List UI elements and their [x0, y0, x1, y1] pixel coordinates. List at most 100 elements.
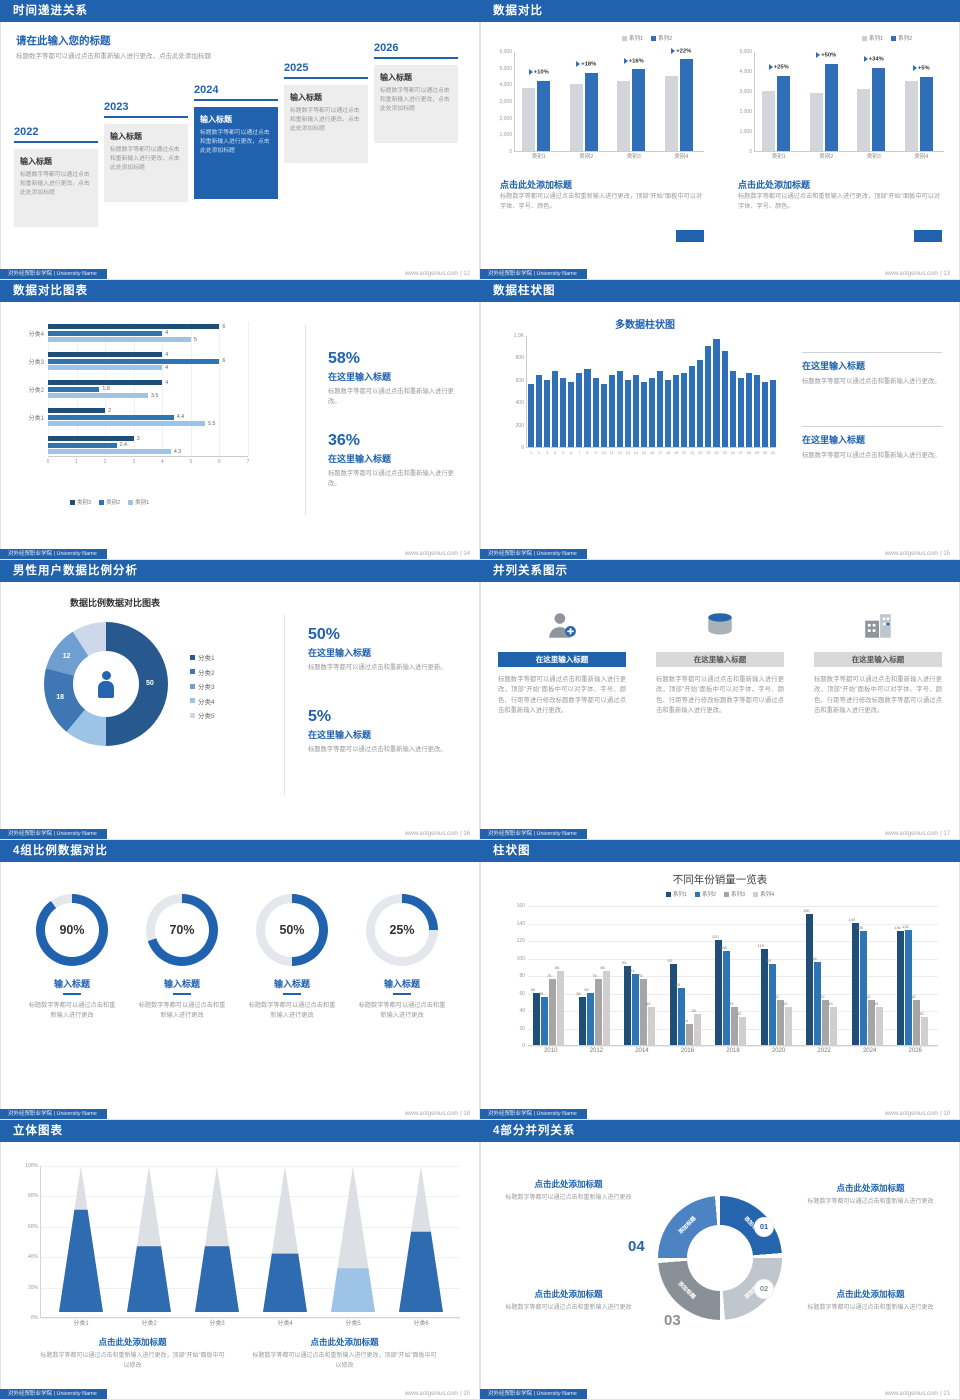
bar — [541, 996, 548, 1045]
legend-item: 系列1 — [862, 34, 883, 42]
value-label: 55 — [576, 990, 581, 996]
slide-title: 数据对比图表 — [0, 280, 480, 302]
x-label: 2014 — [635, 1048, 649, 1054]
value-label: 43 — [645, 1001, 651, 1007]
legend-label: 系列1 — [672, 892, 687, 898]
stat-block: 58% 在这里输入标题 标题数字等都可以通过点击和重新输入进行更改。 — [328, 350, 463, 407]
x-tick: 5 — [189, 459, 193, 465]
gauge-rule — [63, 993, 81, 995]
value-label: 43 — [873, 1001, 879, 1007]
bar — [705, 346, 712, 447]
x-label: 2018 — [726, 1048, 740, 1054]
y-tick: 100% — [25, 1163, 38, 1169]
delta-text: +10% — [533, 70, 549, 76]
slide-16-donut-chart[interactable]: 男性用户数据比例分析 数据比例数据对比图表 50 18 12 分类1 分类2 分类3 分类… — [0, 560, 480, 840]
legend-label: 系列4 — [760, 892, 775, 898]
bar-group: 130 132 52 32 2026 — [892, 906, 938, 1054]
box-text: 标题数字等都可以通过点击和重新输入进行更改，点击此处添加标题 — [380, 88, 450, 112]
gridline — [190, 322, 192, 456]
value-label: 60 — [530, 986, 536, 992]
flag-icon — [576, 61, 581, 68]
value-label: 81 — [629, 968, 635, 974]
slide-12-timeline[interactable]: 时间递进关系 请在此输入您的标题 标题数字等都可以通过点击和重新输入进行更改，点… — [0, 0, 480, 280]
intro-title: 请在此输入您的标题 — [16, 35, 111, 47]
bar — [552, 370, 559, 447]
parallel-column: 在这里输入标题 标题数字等都可以通过点击和重新输入进行更改，顶部“开始”面板中可… — [656, 606, 784, 717]
delta-label: +18% — [558, 61, 615, 68]
bar — [586, 992, 594, 1045]
value-label: 52 — [774, 993, 779, 999]
value-label: 120 — [711, 934, 719, 939]
value-label: 4 — [165, 351, 169, 358]
value-label: 93 — [766, 957, 771, 963]
slide-13-data-compare[interactable]: 数据对比 系列1 系列2 系列1 系列2 6,000 5,000 4,000 3,00… — [480, 0, 960, 280]
x-label: 17 — [657, 451, 663, 455]
database-icon — [656, 606, 784, 646]
bar — [48, 414, 174, 420]
caption-text: 标题数字等都可以通过点击和重新输入进行更改 — [807, 1199, 934, 1205]
gridline — [41, 1257, 460, 1259]
bar — [875, 1007, 883, 1045]
bar — [697, 359, 704, 447]
bar — [600, 384, 607, 447]
value-label: 140 — [848, 916, 856, 922]
column-text: 标题数字等都可以通过点击和重新输入进行更改，顶部“开始”面板中可以对字体、字号、… — [814, 676, 942, 715]
bar — [632, 974, 640, 1045]
bar — [806, 913, 814, 1045]
flag-icon — [768, 64, 773, 71]
bar — [913, 999, 921, 1045]
x-label: 12 — [617, 451, 622, 455]
delta-label: +50% — [798, 52, 855, 59]
slide-footer: 对外经贸职业学院 | University Name www.aotgenius.… — [0, 1107, 480, 1120]
caption-text: 标题数字等都可以通过点击和重新输入进行更改 — [807, 1305, 934, 1311]
bar — [745, 373, 752, 447]
bar-series2 — [632, 69, 645, 151]
year-label: 2024 — [194, 84, 219, 96]
gridline — [133, 322, 135, 456]
value-label: 130 — [894, 925, 901, 931]
progress-ring: 50% — [256, 894, 328, 966]
stat-block: 50% 在这里输入标题 标题数字等都可以通过点击和重新输入进行更新。 — [308, 626, 458, 673]
slide-15-column-chart[interactable]: 数据柱状图 多数据柱状图 1.0K 800 600 400 200 0 1 2 3 4 5 6 7 8 9 1… — [480, 280, 960, 560]
bar — [48, 436, 134, 441]
gauge-title: 输入标题 — [163, 979, 200, 989]
year-label: 2026 — [374, 42, 399, 54]
bar — [685, 1024, 693, 1045]
slide-21-cycle[interactable]: 4部分并列关系 点击此处添加标题 标题数字等都可以通过点击和重新输入进行更改 点… — [480, 1120, 960, 1400]
slide-18-gauges[interactable]: 4组比例数据对比 90% 输入标题 标题数字等都可以通过点击和重新输入进行更改 … — [0, 840, 480, 1120]
bar — [568, 382, 575, 447]
bar-series2 — [872, 68, 885, 151]
cone-item: 分类1 — [59, 1166, 103, 1327]
slide-footer: 对外经贸职业学院 | University Name www.aotgenius.… — [0, 547, 480, 560]
stat-value: 50% — [308, 626, 341, 643]
slide-footer: 对外经贸职业学院 | University Name www.aotgenius.… — [480, 827, 960, 840]
year-rule — [14, 141, 98, 143]
legend-item: 系列2 — [694, 890, 716, 898]
gauge-block: 25% 输入标题 标题数字等都可以通过点击和重新输入进行更改 — [356, 894, 448, 1021]
bar — [48, 330, 163, 336]
slide-14-hbar-chart[interactable]: 数据对比图表 0 1 2 3 4 5 6 7 分类4 6 4 5 分类3 4 6 4 分类2 4 1.8 3.5 分类1… — [0, 280, 480, 560]
slide-20-cone-chart[interactable]: 立体图表 100% 80% 60% 40% 20% 0% 分类1 分类2 分类3 分类4 分类5 分类… — [0, 1120, 480, 1400]
delta-label: +16% — [605, 57, 662, 64]
stat-value: 36% — [328, 432, 361, 449]
slide-17-parallel[interactable]: 并列关系图示 在这里输入标题 标题数字等都可以通过点击和重新输入进行更改，顶部“… — [480, 560, 960, 840]
block-text: 标题数字等都可以通过点击和重新输入进行更改。 — [802, 378, 941, 385]
caption-title: 点击此处添加标题 — [836, 1183, 905, 1193]
bar-group: 140 130 52 43 2024 — [847, 906, 893, 1054]
column-title: 在这里输入标题 — [656, 652, 784, 667]
intro-block: 请在此输入您的标题 标题数字等都可以通过点击和重新输入进行更改，点击此处添加标题 — [16, 33, 211, 62]
bar-group: 93 65 24 35 2016 — [665, 906, 711, 1054]
timeline-item: 2024 输入标题 标题数字等都可以通过点击和重新输入进行更改，点击此处添加标题 — [194, 84, 278, 199]
value-label: 43 — [828, 1001, 833, 1007]
value-label: 85 — [600, 964, 605, 970]
slide-19-grouped-columns[interactable]: 柱状图 不同年份销量一览表 系列1 系列2 系列3 系列4 160 140 120 100 8… — [480, 840, 960, 1120]
footer-org: 对外经贸职业学院 | University Name — [480, 1108, 587, 1119]
footer-url-page: www.aotgenius.com | 14 — [405, 550, 470, 557]
bar-group: +50% 类别2 — [803, 52, 851, 160]
legend-swatch — [622, 35, 627, 41]
caption-block: 点击此处添加标题 标题数字等都可以通过点击和重新输入进行更改 — [798, 1182, 943, 1208]
x-label: 2026 — [908, 1048, 922, 1054]
ring-hole: 90% — [45, 903, 99, 957]
x-label: 10 — [601, 451, 606, 455]
y-tick: 0% — [30, 1315, 38, 1321]
